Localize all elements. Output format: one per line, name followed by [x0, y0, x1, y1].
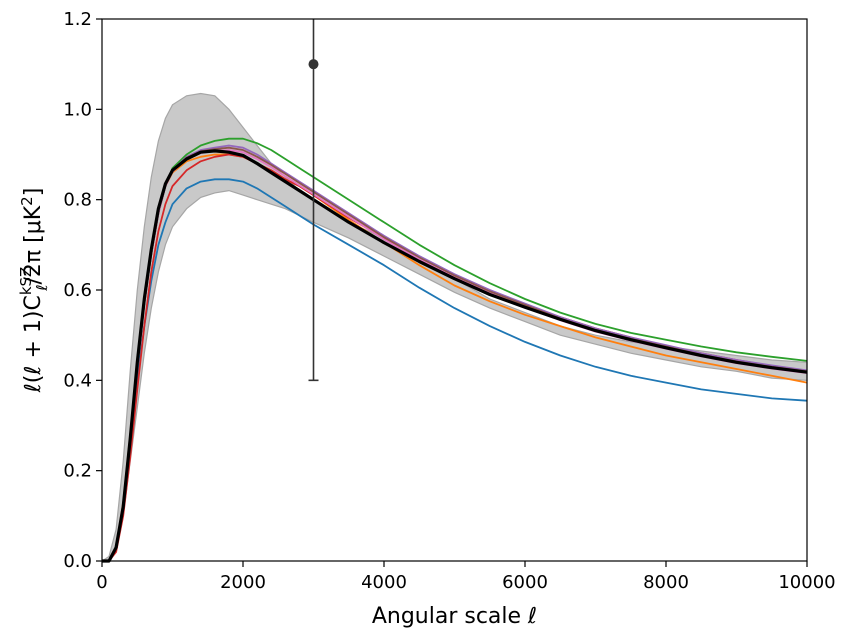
x-tick-label: 6000 — [502, 572, 548, 593]
series-line-5 — [102, 144, 808, 562]
x-tick-label: 8000 — [643, 572, 689, 593]
y-tick-label: 0.0 — [63, 551, 92, 572]
series-line-8 — [102, 149, 808, 563]
uncertainty-band — [99, 92, 808, 562]
y-tick-label: 0.8 — [63, 190, 92, 211]
x-tick-label: 10000 — [778, 572, 835, 593]
shaded-band-layer — [99, 92, 808, 562]
series-line-3 — [102, 137, 808, 562]
error-bar-layer — [308, 19, 319, 382]
x-ticks: 0 2000 4000 6000 8000 10000 — [96, 561, 836, 593]
data-point — [308, 59, 319, 70]
y-axis-label: ℓ(ℓ + 1)CkSZℓ/2π [μK2] — [17, 188, 51, 394]
y-tick-label: 1.0 — [63, 99, 92, 120]
x-tick-label: 4000 — [361, 572, 407, 593]
y-tick-label: 0.4 — [63, 370, 92, 391]
series-line-1 — [102, 178, 808, 562]
y-ticks: 0.0 0.2 0.4 0.6 0.8 1.0 1.2 — [63, 9, 102, 572]
series-lines-layer — [102, 137, 808, 563]
y-tick-label: 0.6 — [63, 280, 92, 301]
x-tick-label: 0 — [96, 572, 107, 593]
y-tick-label: 0.2 — [63, 461, 92, 482]
x-axis-label: Angular scale ℓ — [372, 604, 537, 629]
x-tick-label: 2000 — [220, 572, 266, 593]
y-tick-label: 1.2 — [63, 9, 92, 30]
